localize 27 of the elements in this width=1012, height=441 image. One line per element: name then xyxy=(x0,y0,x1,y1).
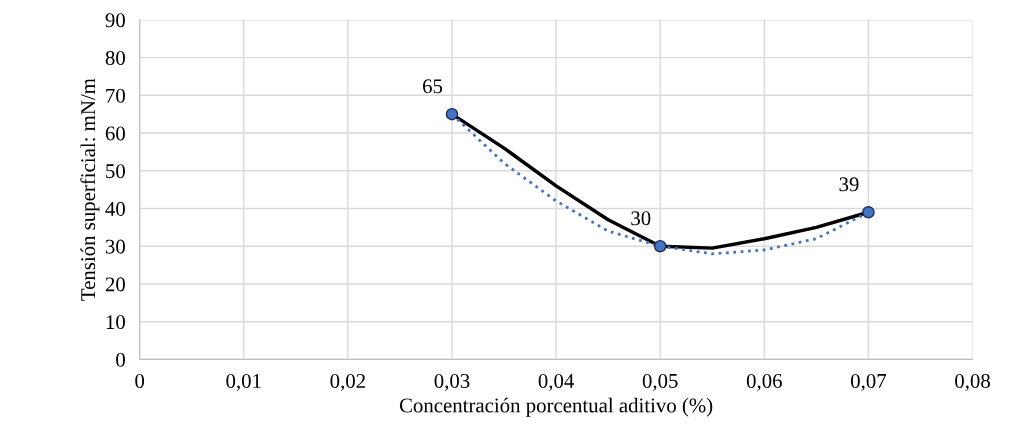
x-tick-label: 0,08 xyxy=(955,373,990,391)
y-tick-label: 90 xyxy=(105,13,125,28)
x-tick-label: 0,01 xyxy=(226,373,261,391)
x-tick-label: 0,04 xyxy=(538,373,574,391)
x-tick-label: 0,02 xyxy=(330,373,365,391)
y-tick-label: 50 xyxy=(106,164,125,179)
x-tick-label: 0,05 xyxy=(642,373,678,391)
y-axis-title: Tensión superficial: mN/m xyxy=(80,78,100,301)
x-axis-title: Concentración porcentual aditivo (%) xyxy=(399,397,713,417)
y-tick-label: 20 xyxy=(105,277,125,292)
data-label: 65 xyxy=(423,79,443,94)
data-label: 39 xyxy=(839,177,859,192)
data-label: 30 xyxy=(631,211,651,226)
x-tick-label: 0,07 xyxy=(850,373,887,391)
point xyxy=(862,206,875,219)
point xyxy=(653,239,667,253)
x-tick-label: 0,03 xyxy=(434,373,470,391)
y-tick-label: 0 xyxy=(116,352,125,367)
y-tick-label: 10 xyxy=(106,315,125,330)
y-tick-label: 60 xyxy=(105,126,125,141)
y-tick-label: 70 xyxy=(106,88,125,103)
y-tick-label: 30 xyxy=(105,239,125,254)
y-tick-label: 40 xyxy=(105,201,125,216)
point xyxy=(445,107,459,121)
x-tick-label: 0 xyxy=(135,373,145,388)
y-tick-label: 80 xyxy=(105,50,125,66)
x-tick-label: 0,06 xyxy=(746,373,782,391)
